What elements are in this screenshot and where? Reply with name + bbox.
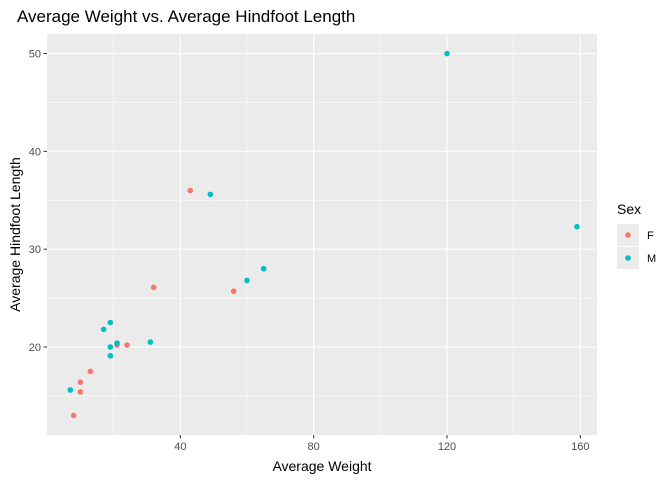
y-tick-label: 50 <box>29 49 41 61</box>
grid-major <box>47 34 597 435</box>
data-point-m <box>207 191 214 198</box>
data-point-m <box>444 50 450 57</box>
plot-panel <box>47 34 597 435</box>
data-point-m <box>114 340 120 346</box>
x-axis: 40 80 120 160 <box>174 435 590 453</box>
y-tick-label: 40 <box>29 146 41 158</box>
data-point-f <box>70 412 77 419</box>
data-point-f <box>77 389 84 395</box>
legend-label: M <box>647 253 656 265</box>
x-tick-label: 40 <box>174 441 186 453</box>
data-point-m <box>244 277 250 284</box>
grid-minor <box>47 34 597 435</box>
legend-key-point <box>625 232 631 238</box>
data-point-m <box>100 326 107 333</box>
data-point-f <box>150 284 157 291</box>
chart-title: Average Weight vs. Average Hindfoot Leng… <box>17 7 355 26</box>
data-point-m <box>260 265 267 272</box>
data-point-f <box>77 379 84 385</box>
x-tick-label: 80 <box>308 441 320 453</box>
x-axis-title: Average Weight <box>272 458 371 474</box>
data-point-m <box>67 387 74 393</box>
y-axis-title: Average Hindfoot Length <box>7 157 23 312</box>
y-tick-label: 20 <box>29 342 41 354</box>
y-tick-label: 30 <box>29 244 41 256</box>
data-point-f <box>87 368 94 375</box>
legend-label: F <box>647 230 654 242</box>
points <box>67 50 580 419</box>
data-point-m <box>107 319 114 326</box>
data-point-f <box>124 342 130 348</box>
x-tick-label: 160 <box>571 441 589 453</box>
data-point-f <box>230 288 237 295</box>
data-point-m <box>107 352 114 359</box>
y-axis: 20 30 40 50 <box>29 49 47 354</box>
legend-title: Sex <box>617 201 641 217</box>
data-point-m <box>147 339 154 345</box>
legend-key-point <box>625 255 631 261</box>
data-point-m <box>107 344 114 350</box>
x-tick-label: 120 <box>438 441 456 453</box>
legend: Sex FM <box>617 201 656 269</box>
data-point-f <box>187 187 194 194</box>
data-point-m <box>574 223 580 230</box>
